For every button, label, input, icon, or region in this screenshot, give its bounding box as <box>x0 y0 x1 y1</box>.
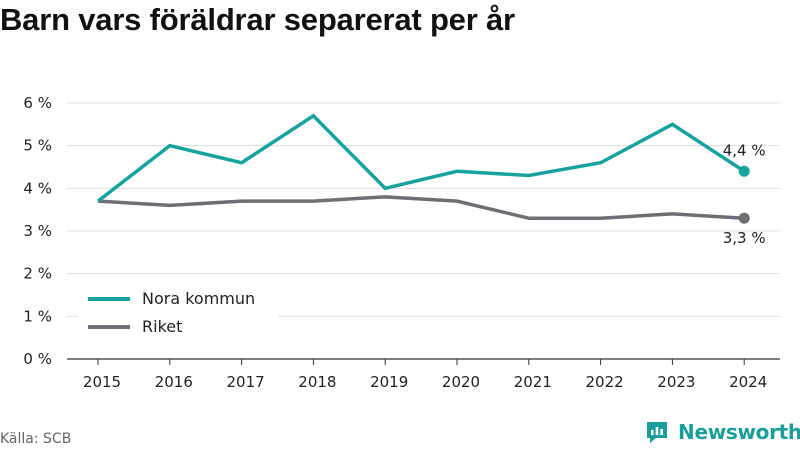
y-tick-label: 4 % <box>23 179 52 197</box>
y-tick-label: 0 % <box>23 350 52 368</box>
series-line <box>96 113 746 203</box>
brand-logo: Newsworthy <box>644 419 800 445</box>
x-tick-label: 2019 <box>370 373 408 391</box>
x-tick-label: 2015 <box>83 373 121 391</box>
x-tick-label: 2023 <box>657 373 695 391</box>
x-tick-label: 2021 <box>514 373 552 391</box>
y-tick-label: 1 % <box>23 307 52 325</box>
legend-box <box>78 283 278 345</box>
legend-label: Nora kommun <box>142 289 255 308</box>
brand-name: Newsworthy <box>678 420 800 444</box>
source-note: Källa: SCB <box>0 431 72 447</box>
x-tick-label: 2016 <box>155 373 193 391</box>
series-end-label: 3,3 % <box>723 229 766 247</box>
x-tick-label: 2022 <box>586 373 624 391</box>
x-tick-label: 2018 <box>298 373 336 391</box>
x-tick-label: 2020 <box>442 373 480 391</box>
series-line <box>97 195 745 220</box>
y-tick-label: 3 % <box>23 222 52 240</box>
y-tick-label: 2 % <box>23 265 52 283</box>
legend-label: Riket <box>142 317 182 336</box>
series-end-point <box>738 165 750 177</box>
series-end-point <box>738 212 750 224</box>
newsworthy-logo-icon <box>647 422 667 443</box>
x-tick-label: 2024 <box>729 373 767 391</box>
x-tick-label: 2017 <box>227 373 265 391</box>
y-tick-label: 6 % <box>23 94 52 112</box>
y-tick-label: 5 % <box>23 137 52 155</box>
series-end-label: 4,4 % <box>723 141 766 159</box>
chart-title: Barn vars föräldrar separerat per år <box>0 2 515 37</box>
